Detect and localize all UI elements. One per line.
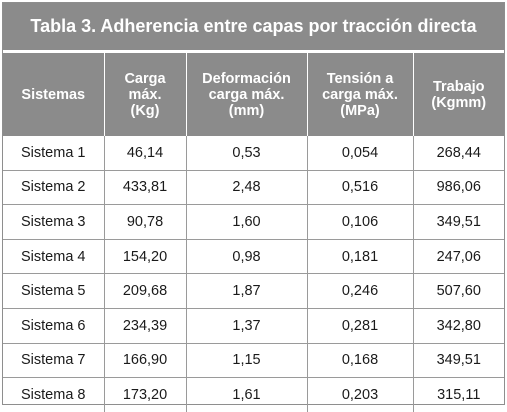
table-row: Sistema 2 433,81 2,48 0,516 986,06 xyxy=(3,169,504,205)
cell-tension: 0,054 xyxy=(306,136,413,171)
header-tension-line-1: Tensión a xyxy=(326,70,394,87)
header-carga-line-2: máx. xyxy=(128,86,162,103)
cell-trabajo: 986,06 xyxy=(412,169,504,205)
cell-deformacion: 1,87 xyxy=(185,273,307,309)
header-tension-line-3: (MPa) xyxy=(340,102,380,119)
table-row: Sistema 3 90,78 1,60 0,106 349,51 xyxy=(3,204,504,240)
table-caption: Tabla 3. Adherencia entre capas por trac… xyxy=(3,3,504,53)
cell-deformacion: 0,53 xyxy=(185,136,307,171)
header-deformacion: Deformación carga máx. (mm) xyxy=(185,53,307,136)
cell-carga: 166,90 xyxy=(103,342,186,378)
cell-sistema: Sistema 5 xyxy=(3,273,104,309)
adherence-table: Sistemas Carga máx. (Kg) Deformación car… xyxy=(3,53,504,412)
cell-deformacion: 1,37 xyxy=(185,307,307,344)
header-trabajo-line-1: Trabajo xyxy=(432,78,485,95)
cell-carga: 173,20 xyxy=(103,377,186,412)
cell-sistema: Sistema 8 xyxy=(3,377,104,412)
cell-trabajo: 349,51 xyxy=(412,342,504,378)
cell-sistema: Sistema 4 xyxy=(3,238,104,274)
cell-tension: 0,168 xyxy=(306,342,413,378)
header-tension: Tensión a carga máx. (MPa) xyxy=(306,53,413,136)
cell-sistema: Sistema 2 xyxy=(3,169,104,205)
cell-trabajo: 349,51 xyxy=(412,204,504,240)
cell-sistema: Sistema 7 xyxy=(3,342,104,378)
cell-sistema: Sistema 6 xyxy=(3,307,104,344)
cell-trabajo: 507,60 xyxy=(412,273,504,309)
header-carga-line-1: Carga xyxy=(124,70,166,87)
cell-trabajo: 247,06 xyxy=(412,238,504,274)
cell-trabajo: 315,11 xyxy=(412,377,504,412)
cell-carga: 209,68 xyxy=(103,273,186,309)
table-row: Sistema 1 46,14 0,53 0,054 268,44 xyxy=(3,136,504,171)
cell-carga: 154,20 xyxy=(103,238,186,274)
cell-deformacion: 0,98 xyxy=(185,238,307,274)
table-row: Sistema 5 209,68 1,87 0,246 507,60 xyxy=(3,273,504,309)
header-sistemas-line: Sistemas xyxy=(21,86,86,103)
cell-tension: 0,246 xyxy=(306,273,413,309)
cell-deformacion: 1,61 xyxy=(185,377,307,412)
cell-sistema: Sistema 1 xyxy=(21,144,86,161)
cell-tension: 0,203 xyxy=(306,377,413,412)
cell-carga: 234,39 xyxy=(103,307,186,344)
cell-tension: 0,516 xyxy=(306,169,413,205)
table-row: Sistema 8 173,20 1,61 0,203 315,11 xyxy=(3,377,504,412)
cell-carga: 433,81 xyxy=(103,169,186,205)
cell-deformacion: 1,60 xyxy=(185,204,307,240)
header-trabajo: Trabajo (Kgmm) xyxy=(412,53,504,136)
cell-deformacion: 2,48 xyxy=(185,169,307,205)
header-deformacion-line-2: carga máx. xyxy=(208,86,285,103)
cell-carga: 90,78 xyxy=(103,204,186,240)
cell-tension: 0,181 xyxy=(306,238,413,274)
header-trabajo-line-2: (Kgmm) xyxy=(431,94,487,111)
cell-carga: 46,14 xyxy=(103,136,186,171)
cell-trabajo: 268,44 xyxy=(412,136,504,171)
header-carga-line-3: (Kg) xyxy=(130,102,160,119)
header-row: Sistemas Carga máx. (Kg) Deformación car… xyxy=(3,53,504,136)
table-row: Sistema 4 154,20 0,98 0,181 247,06 xyxy=(3,238,504,274)
cell-sistema: Sistema 3 xyxy=(3,204,104,240)
header-deformacion-line-1: Deformación xyxy=(202,70,291,87)
header-deformacion-line-3: (mm) xyxy=(228,102,265,119)
cell-tension: 0,106 xyxy=(306,204,413,240)
header-sistemas: Sistemas xyxy=(3,53,104,136)
table-row: Sistema 6 234,39 1,37 0,281 342,80 xyxy=(3,307,504,344)
header-tension-line-2: carga máx. xyxy=(322,86,398,103)
cell-trabajo: 342,80 xyxy=(412,307,504,344)
table-row: Sistema 7 166,90 1,15 0,168 349,51 xyxy=(3,342,504,378)
cell-tension: 0,281 xyxy=(306,307,413,344)
cell-deformacion: 1,15 xyxy=(185,342,307,378)
header-carga: Carga máx. (Kg) xyxy=(103,53,186,136)
